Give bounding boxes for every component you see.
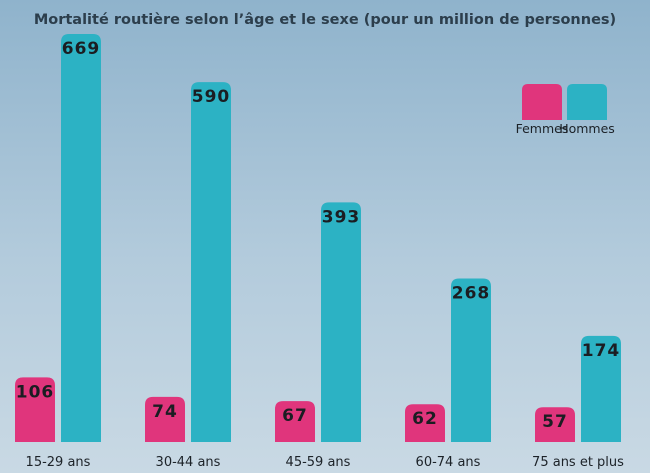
value-labels-layer: 106 669 74 590 67 393 62 268 57 174: [16, 39, 621, 432]
value-label-hommes-30-44-ans: 590: [192, 87, 231, 107]
value-label-femmes-30-44-ans: 74: [152, 402, 178, 422]
legend-label-femmes: Femmes: [516, 121, 569, 136]
legend-swatch-femmes: [522, 84, 562, 120]
chart-title: Mortalité routière selon l’âge et le sex…: [34, 12, 616, 28]
bars-layer: [15, 34, 621, 442]
bar-hommes-15-29-ans: [61, 34, 101, 442]
bar-femmes-75-ans-et-plus: [535, 407, 575, 442]
bar-hommes-75-ans-et-plus: [581, 335, 621, 442]
value-label-femmes-15-29-ans: 106: [16, 382, 55, 402]
legend-swatch-hommes: [567, 84, 607, 120]
bar-hommes-45-59-ans: [321, 202, 361, 442]
value-label-femmes-45-59-ans: 67: [282, 406, 308, 426]
bar-hommes-60-74-ans: [451, 278, 491, 442]
value-label-hommes-45-59-ans: 393: [322, 207, 361, 227]
bar-femmes-60-74-ans: [405, 404, 445, 442]
bar-hommes-30-44-ans: [191, 82, 231, 442]
value-label-femmes-75-ans-et-plus: 57: [542, 412, 568, 432]
value-label-femmes-60-74-ans: 62: [412, 409, 438, 429]
category-label-30-44-ans: 30-44 ans: [156, 455, 221, 470]
category-label-15-29-ans: 15-29 ans: [26, 455, 91, 470]
bar-femmes-15-29-ans: [15, 377, 55, 442]
category-label-75-ans-et-plus: 75 ans et plus: [532, 455, 624, 470]
category-labels-layer: 15-29 ans 30-44 ans 45-59 ans 60-74 ans 75 a…: [26, 455, 625, 470]
category-label-60-74-ans: 60-74 ans: [416, 455, 481, 470]
value-label-hommes-15-29-ans: 669: [62, 39, 101, 59]
value-label-hommes-60-74-ans: 268: [452, 284, 491, 304]
bar-femmes-45-59-ans: [275, 401, 315, 442]
bar-femmes-30-44-ans: [145, 396, 185, 442]
legend-label-hommes: Hommes: [559, 121, 615, 136]
value-label-hommes-75-ans-et-plus: 174: [582, 341, 621, 361]
category-label-45-59-ans: 45-59 ans: [286, 455, 351, 470]
chart-title-text: Mortalité routière selon l’âge et le sex…: [34, 12, 616, 28]
